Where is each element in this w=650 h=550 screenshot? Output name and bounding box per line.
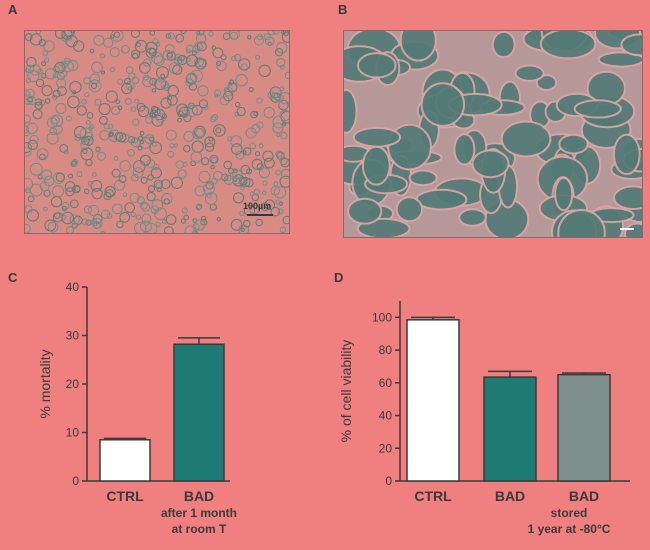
y-tick-label: 0 [72, 474, 79, 488]
y-tick-label: 80 [379, 343, 393, 357]
y-tick-label: 30 [66, 329, 80, 343]
scale-bar-b [620, 228, 634, 230]
micrograph-a-image [25, 31, 289, 233]
y-tick-label: 20 [379, 441, 393, 455]
y-tick-label: 10 [66, 426, 80, 440]
x-tick-sublabel: 1 year at -80°C [528, 522, 611, 536]
x-tick-label: BAD [184, 488, 214, 504]
y-axis-label: % mortality [37, 349, 53, 418]
y-tick-label: 0 [385, 474, 392, 488]
x-tick-label: CTRL [106, 488, 144, 504]
micrograph-b [343, 30, 643, 238]
x-tick-label: BAD [495, 488, 525, 504]
micrograph-b-image [344, 31, 642, 237]
y-axis-label: % of cell viability [338, 340, 354, 443]
bar [557, 373, 611, 482]
panel-letter-d: D [334, 270, 344, 285]
y-tick-label: 100 [372, 310, 392, 324]
bar [406, 319, 460, 482]
x-tick-label: CTRL [414, 488, 452, 504]
x-tick-sublabel: stored [551, 506, 588, 520]
bar [173, 343, 225, 482]
y-tick-label: 60 [379, 376, 393, 390]
scale-bar-a [247, 214, 273, 216]
x-tick-sublabel: at room T [172, 522, 227, 536]
y-tick-label: 20 [66, 377, 80, 391]
chart-c: 0 10 20 30 40 % mortality CTRL BAD after 1 month… [37, 280, 237, 536]
chart-d: 0 20 40 60 80 100 % of cell viability CTRL BAD BA… [338, 301, 630, 536]
y-tick-label: 40 [379, 409, 393, 423]
micrograph-a: 100µm [24, 30, 290, 234]
bar [483, 376, 537, 482]
bar [99, 439, 151, 482]
panel-letter-c: C [8, 270, 18, 285]
x-tick-label: BAD [569, 488, 599, 504]
panel-letter-a: A [8, 2, 18, 17]
y-tick-label: 40 [66, 280, 80, 294]
panel-letter-b: B [338, 2, 348, 17]
scale-bar-label-a: 100µm [243, 201, 272, 211]
x-tick-sublabel: after 1 month [161, 506, 237, 520]
